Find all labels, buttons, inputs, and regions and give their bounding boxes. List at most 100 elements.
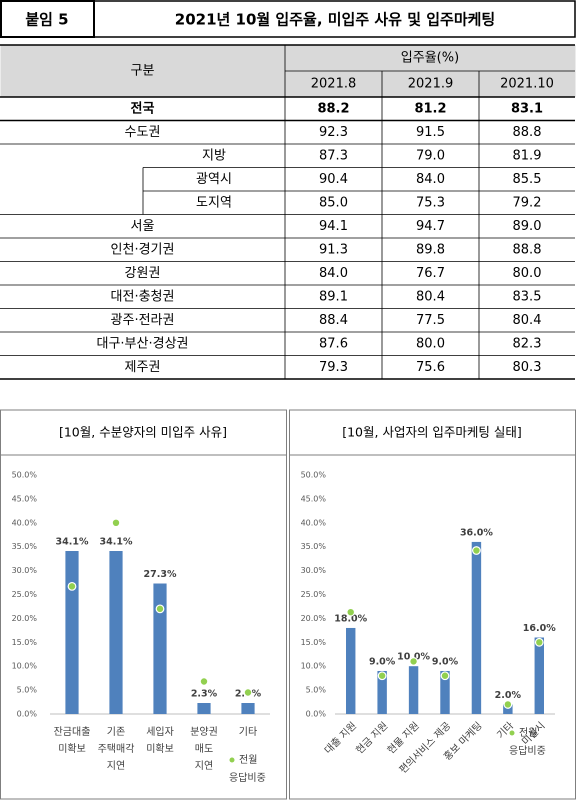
row-label: 광역시 [196,172,232,187]
cell-value: 80.3 [513,360,542,375]
legend-dot [509,730,515,736]
bar [109,551,123,714]
prev-month-dot [243,688,253,697]
bar [503,704,513,714]
cell-value: 77.5 [416,313,445,328]
row-label: 수도권 [125,125,161,140]
y-tick-label: 40.0% [12,518,38,527]
value-label: 34.1% [56,537,89,548]
y-tick-label: 5.0% [306,686,327,695]
y-tick-label: 45.0% [12,494,38,503]
value-label: 2.0% [495,690,522,701]
prev-month-dot [67,581,77,591]
value-label: 18.0% [334,613,367,624]
cell-value: 89.0 [513,219,542,234]
value-label: 16.0% [523,623,556,634]
y-tick-label: 35.0% [12,542,38,551]
prev-month-dot [472,546,481,555]
legend-label: 전월 응답비중 [509,727,546,757]
cell-value: 80.0 [416,336,445,351]
cell-value: 88.8 [513,242,542,257]
y-tick-label: 30.0% [12,566,38,575]
bar [471,541,482,714]
y-tick-label: 5.0% [17,686,38,695]
cell-value: 81.9 [513,148,542,163]
row-label: 제주권 [125,360,161,375]
x-tick-label: 분양권 매도 지연 [190,726,218,772]
table-period-header: 2021.8 [311,77,357,92]
y-tick-label: 0.0% [17,710,38,719]
attachment-label: 붙임 5 [25,11,68,29]
cell-value: 84.0 [319,266,348,281]
row-label: 지방 [202,148,226,163]
cell-value: 88.4 [319,313,348,328]
cell-value: 94.1 [319,219,348,234]
chart-title: [10월, 수분양자의 미입주 사유] [59,425,227,440]
cell-value: 84.0 [416,172,445,187]
y-tick-label: 30.0% [301,566,327,575]
bar [408,666,419,714]
x-tick-label: 잔금대출 미확보 [54,726,91,755]
chart-panel [0,409,287,800]
chart-title: [10월, 사업자의 입주마케팅 실태] [342,425,522,440]
x-tick-label: 세입자 미확보 [146,725,174,755]
cell-value: 82.3 [513,336,542,351]
cell-value: 85.5 [513,172,542,187]
row-label: 대전·충청권 [111,289,175,304]
bar [346,627,356,714]
y-tick-label: 20.0% [12,614,38,623]
value-label: 9.0% [432,656,459,667]
y-tick-label: 15.0% [301,638,327,647]
y-tick-label: 0.0% [306,710,327,719]
row-label: 대구·부산·경상권 [97,336,189,351]
legend-dot [229,757,235,763]
table-measure-header: 입주율(%) [401,51,459,66]
chart-panel [289,409,576,800]
cell-value: 94.7 [416,219,445,234]
cell-value: 76.7 [416,266,445,281]
bar [65,551,79,714]
cell-value: 79.0 [416,148,445,163]
y-tick-label: 50.0% [12,471,38,480]
prev-month-dot [409,657,418,666]
prev-month-dot [155,604,165,614]
y-tick-label: 10.0% [301,662,327,671]
cell-value: 91.3 [319,242,348,257]
bar [241,703,255,714]
prev-month-dot [503,700,513,709]
charts: [10월, 수분양자의 미입주 사유] 0.0% 5.0% 10.0% 15.0% 20.… [0,409,576,800]
row-label: 광주·전라권 [111,313,175,328]
y-tick-label: 35.0% [301,542,327,551]
cell-value: 81.2 [414,101,446,116]
label-box [0,0,95,38]
legend-label: 전월 응답비중 [229,754,266,784]
x-tick-label: 기타 [239,726,257,738]
cell-value: 88.8 [513,125,542,140]
cell-value: 80.4 [416,289,445,304]
cell-value: 87.3 [319,148,348,163]
y-tick-label: 20.0% [301,614,327,623]
bar [440,670,450,714]
value-label: 27.3% [144,569,177,580]
cell-value: 80.4 [513,313,542,328]
prev-month-dot [377,671,387,681]
prev-month-dot [440,671,450,681]
prev-month-dot [346,607,356,617]
cell-value: 83.1 [511,101,543,116]
y-tick-label: 25.0% [12,590,38,599]
bar [153,583,167,714]
table-period-header: 2021.9 [408,77,454,92]
cell-value: 75.6 [416,360,445,375]
cell-value: 79.3 [319,360,348,375]
row-label: 도지역 [196,195,232,210]
cell-value: 92.3 [319,125,348,140]
cell-value: 75.3 [416,195,445,210]
row-label: 강원권 [125,266,161,281]
x-tick-label: 기존 주택매각 지연 [98,726,135,772]
cell-value: 88.2 [317,101,349,116]
prev-month-dot [199,677,209,686]
table-period-header: 2021.10 [500,77,554,92]
cell-value: 79.2 [513,195,542,210]
prev-month-dot [534,637,544,647]
